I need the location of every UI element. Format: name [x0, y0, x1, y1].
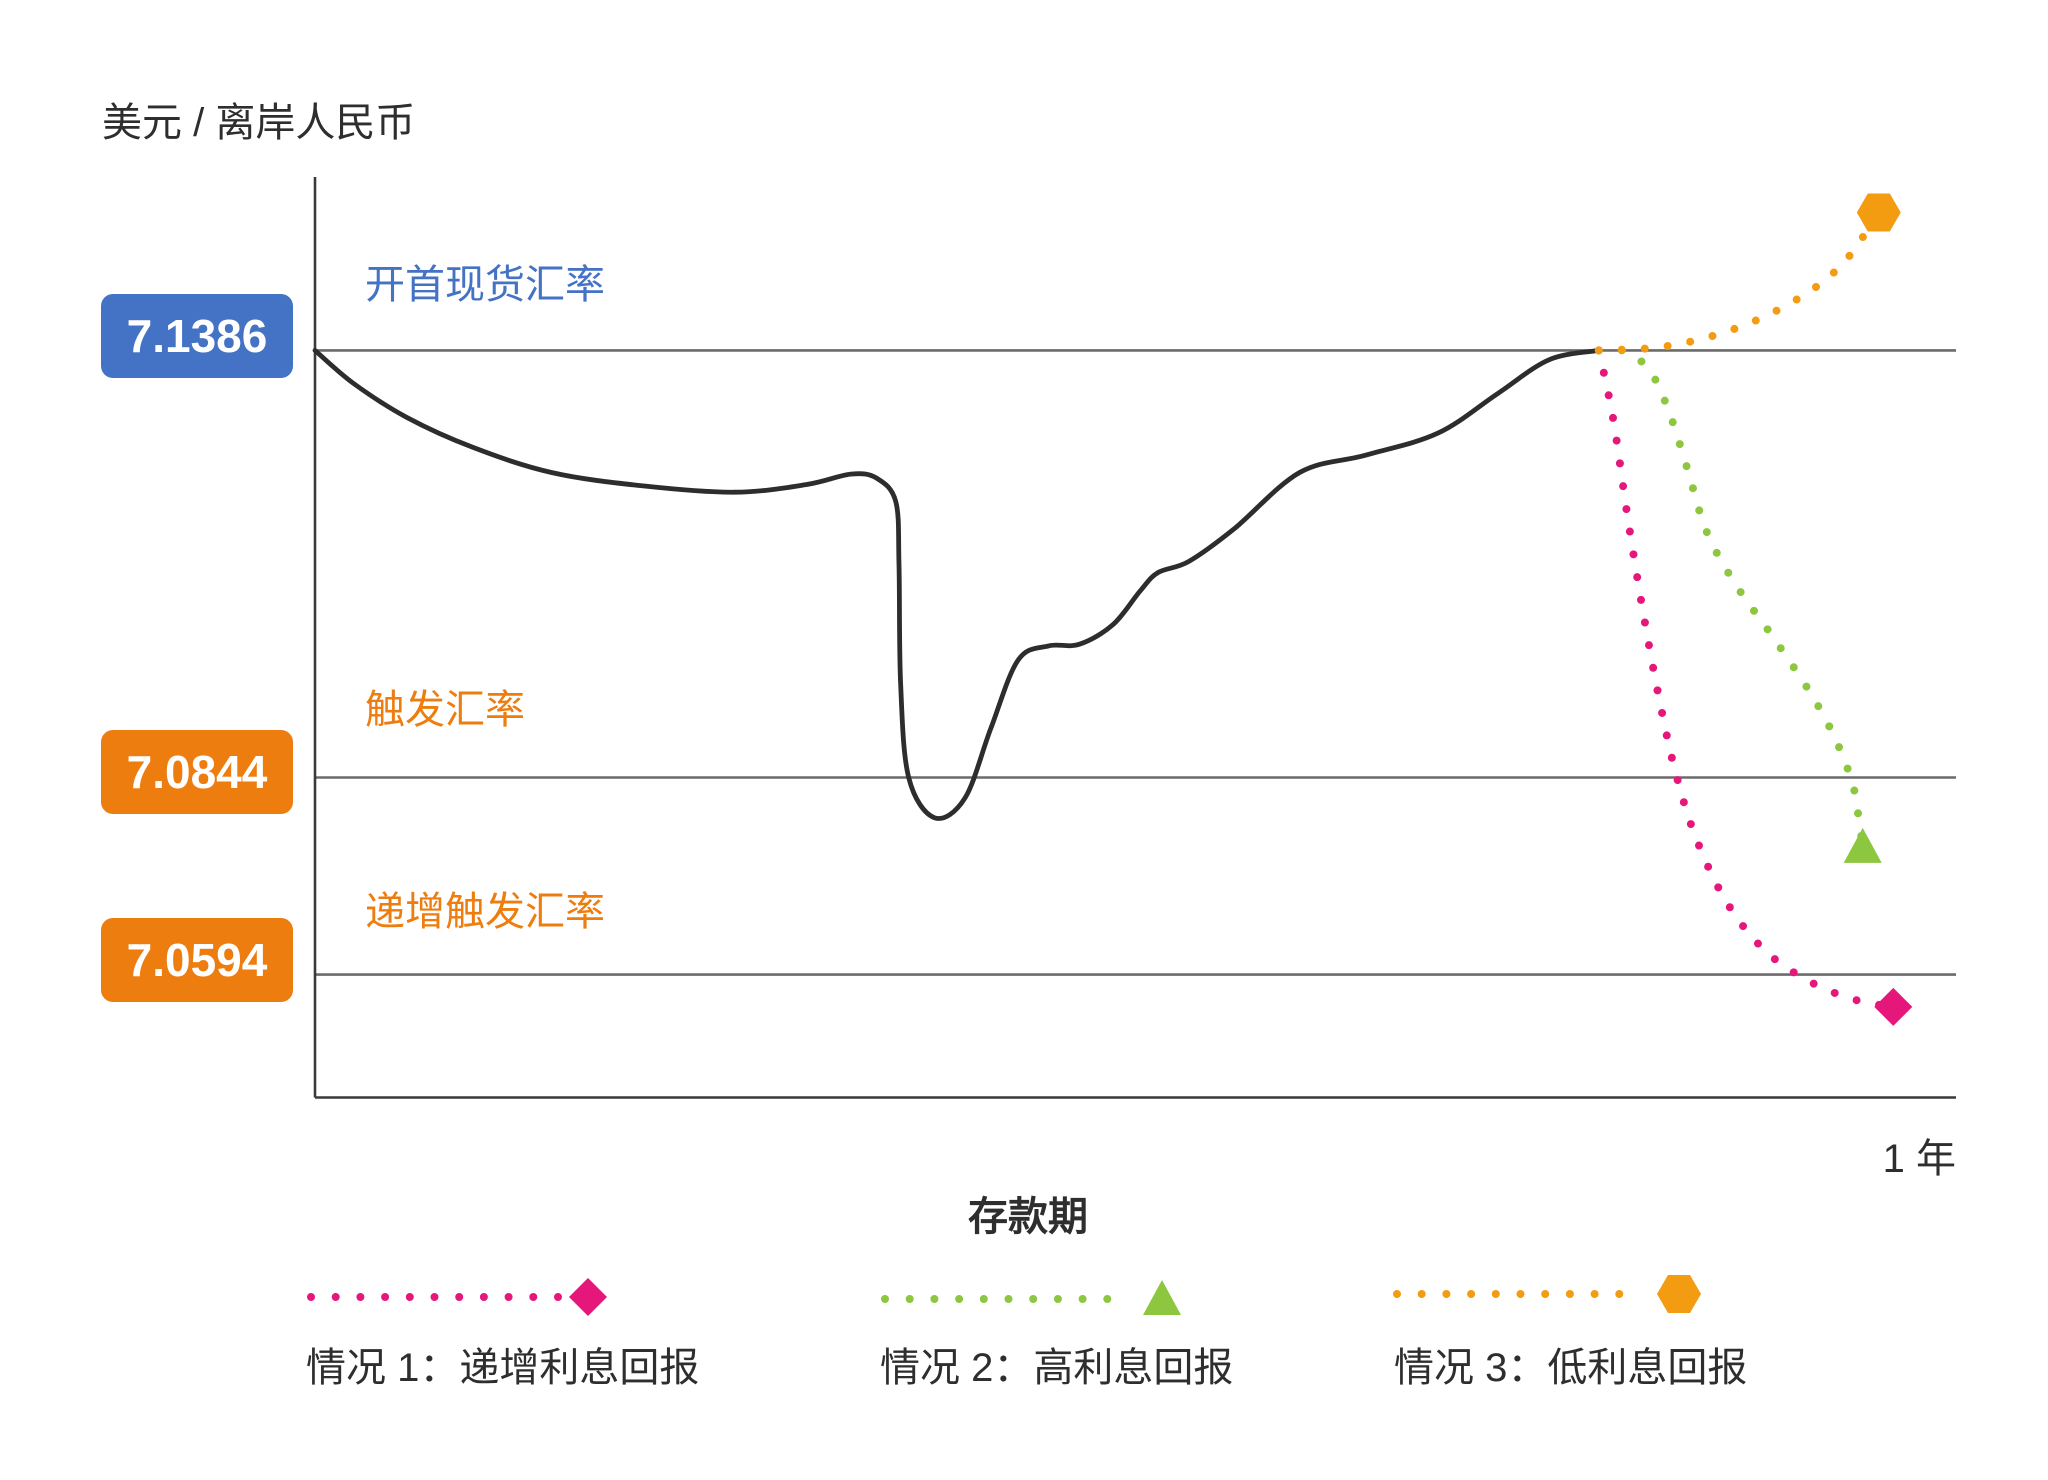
y-axis-label: 美元 / 离岸人民币: [102, 101, 416, 145]
legend-label-scenario-1: 情况 1：递增利息回报: [306, 1346, 700, 1390]
legend-label-scenario-3: 情况 3：低利息回报: [1394, 1346, 1748, 1390]
trigger-rate-badge: 7.0844: [101, 730, 293, 814]
series-group: [312, 193, 1913, 1026]
hexagon-marker: [1856, 193, 1901, 232]
series-line-exchange-rate: [312, 348, 1602, 821]
x-tick-label: 1 年: [1882, 1137, 1956, 1181]
spot-rate-badge: 7.1386: [101, 294, 293, 378]
series-line-scenario-1: [1594, 346, 1898, 1011]
triangle-marker: [1843, 827, 1882, 863]
legend-diamond-icon: [569, 1278, 607, 1316]
trigger-rate-label: 触发汇率: [365, 688, 525, 732]
legend-hexagon-icon: [1657, 1275, 1701, 1313]
step-up-trigger-rate-label: 递增触发汇率: [365, 890, 605, 934]
spot-rate-label: 开首现货汇率: [365, 263, 605, 307]
series-line-scenario-3: [1594, 208, 1883, 355]
legend-triangle-icon: [1143, 1280, 1181, 1315]
reference-lines-group: [315, 349, 1956, 976]
diamond-marker: [1874, 987, 1913, 1026]
step-up-trigger-rate-badge: 7.0594: [101, 918, 293, 1002]
legend-label-scenario-2: 情况 2：高利息回报: [880, 1346, 1234, 1390]
axes-group: [313, 177, 1956, 1099]
legend-group: [307, 1275, 1701, 1316]
x-axis-label: 存款期: [968, 1195, 1088, 1239]
